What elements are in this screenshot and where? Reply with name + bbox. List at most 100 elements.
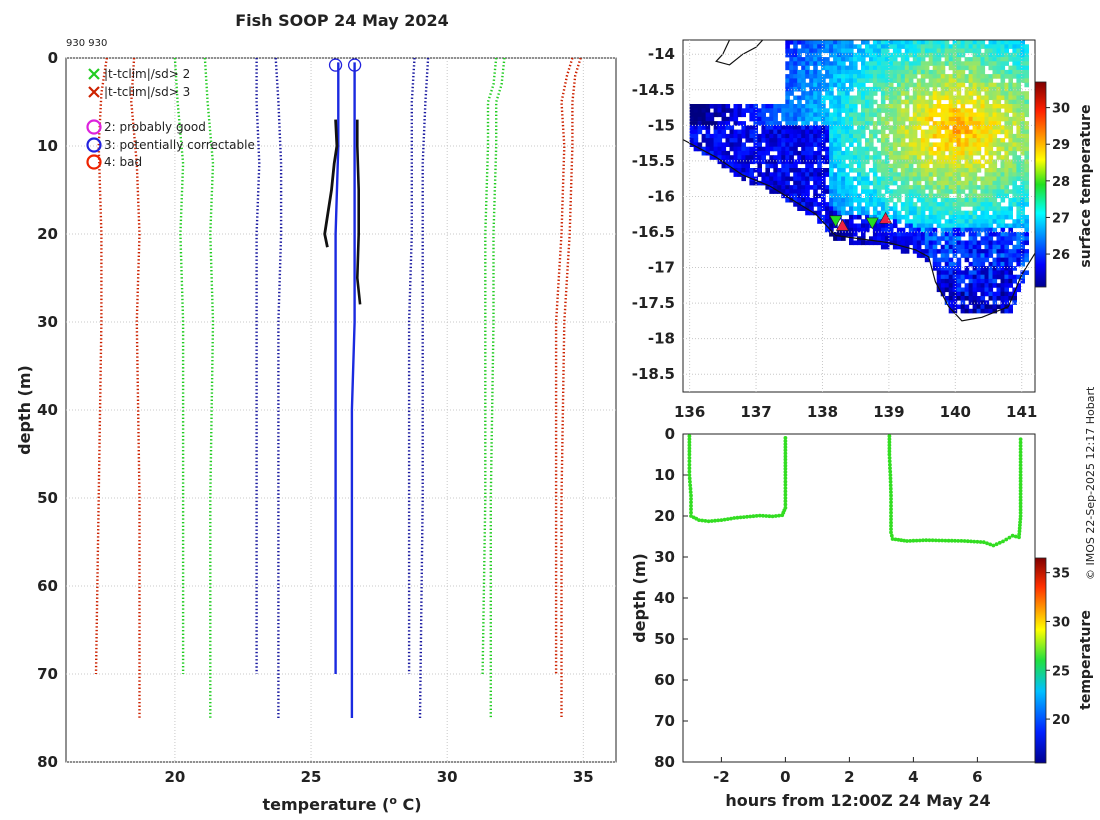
timeseries-sample [1018,473,1023,477]
map-sst-cell [765,104,770,109]
timeseries-sample [975,539,980,544]
map-sst-cell [972,287,978,293]
map-sst-cell [872,129,878,135]
map-sst-cell [845,125,850,130]
map-sst-cell [872,61,878,66]
map-sst-cell [988,291,994,297]
map-sst-cell [793,65,798,71]
map-sst-cell [705,104,711,109]
map-sst-cell [968,244,974,250]
map-sst-cell [857,176,862,182]
map-sst-cell [960,180,966,186]
timeseries-sample [777,513,781,518]
map-sst-cell [920,99,926,105]
map-sst-cell [729,116,735,122]
timeseries-sample [1018,443,1023,448]
map-sst-cell [741,112,746,118]
map-sst-cell [813,112,818,118]
map-sst-cell [705,121,711,126]
map-sst-cell [821,214,826,220]
map-sst-cell [908,48,914,54]
map-sst-cell [984,150,990,156]
map-sst-cell [948,180,954,186]
map-sst-cell [996,95,1002,101]
map-sst-cell [829,202,834,207]
map-sst-cell [841,168,846,173]
map-sst-cell [964,116,970,122]
map-sst-cell [920,65,926,71]
map-sst-cell [920,232,926,237]
map-sst-cell [721,129,727,135]
map-sst-cell [713,121,719,126]
map-sst-cell [972,40,978,45]
map-sst-cell [837,138,842,143]
map-sst-cell [1012,219,1017,224]
timeseries-sample [940,538,945,543]
map-sst-cell [876,150,882,156]
map-sst-cell [825,57,830,62]
map-sst-cell [984,257,990,263]
map-sst-cell [972,176,978,182]
map-sst-cell [924,176,930,182]
map-sst-cell [721,146,727,152]
map-sst-cell [813,99,818,105]
map-sst-cell [813,44,818,49]
map-ytick-label: -15.5 [632,152,675,170]
map-sst-cell [861,236,866,241]
map-sst-cell [996,206,1002,211]
map-sst-cell [1024,138,1029,143]
map-sst-cell [944,278,950,284]
map-sst-cell [829,219,834,224]
map-sst-cell [904,61,910,66]
map-sst-cell [697,121,703,126]
map-sst-cell [741,129,746,135]
map-sst-cell [916,125,922,130]
map-sst-cell [896,159,902,165]
map-sst-cell [809,74,814,79]
timeseries-sample [978,540,983,544]
map-sst-cell [849,176,854,182]
map-sst-cell [857,69,862,75]
map-sst-cell [689,138,695,143]
map-sst-cell [761,176,766,182]
map-sst-cell [777,180,782,186]
map-sst-cell [988,91,994,96]
map-sst-cell [701,116,707,122]
map-sst-cell [996,138,1002,143]
timeseries-sample [783,482,788,487]
map-sst-cell [992,116,998,122]
map-sst-cell [992,112,998,118]
map-sst-cell [956,121,962,126]
map-sst-cell [932,69,938,75]
map-sst-cell [888,99,894,105]
map-sst-cell [805,146,810,152]
timeseries-sample [783,479,788,484]
map-sst-cell [849,121,854,126]
map-sst-cell [912,133,918,139]
map-sst-cell [837,206,842,211]
map-sst-cell [821,193,826,199]
timeseries-sample [1018,437,1023,442]
map-sst-cell [793,150,798,156]
map-sst-cell [841,150,846,156]
map-sst-cell [1020,125,1025,130]
map-sst-cell [908,206,914,211]
map-sst-cell [976,40,982,45]
map-sst-cell [849,185,854,190]
map-sst-cell [912,180,918,186]
map-sst-cell [869,48,874,54]
map-sst-cell [1016,176,1021,182]
map-sst-cell [940,172,946,177]
map-sst-cell [1024,155,1029,160]
map-sst-cell [988,244,994,250]
map-sst-cell [872,172,878,177]
map-sst-cell [992,95,998,101]
map-sst-cell [861,61,866,66]
map-sst-cell [992,249,998,254]
map-sst-cell [841,65,846,71]
map-sst-cell [857,146,862,152]
map-sst-cell [1004,189,1009,194]
map-sst-cell [1012,176,1017,182]
timeseries-sample [991,543,996,548]
map-sst-cell [737,172,743,177]
